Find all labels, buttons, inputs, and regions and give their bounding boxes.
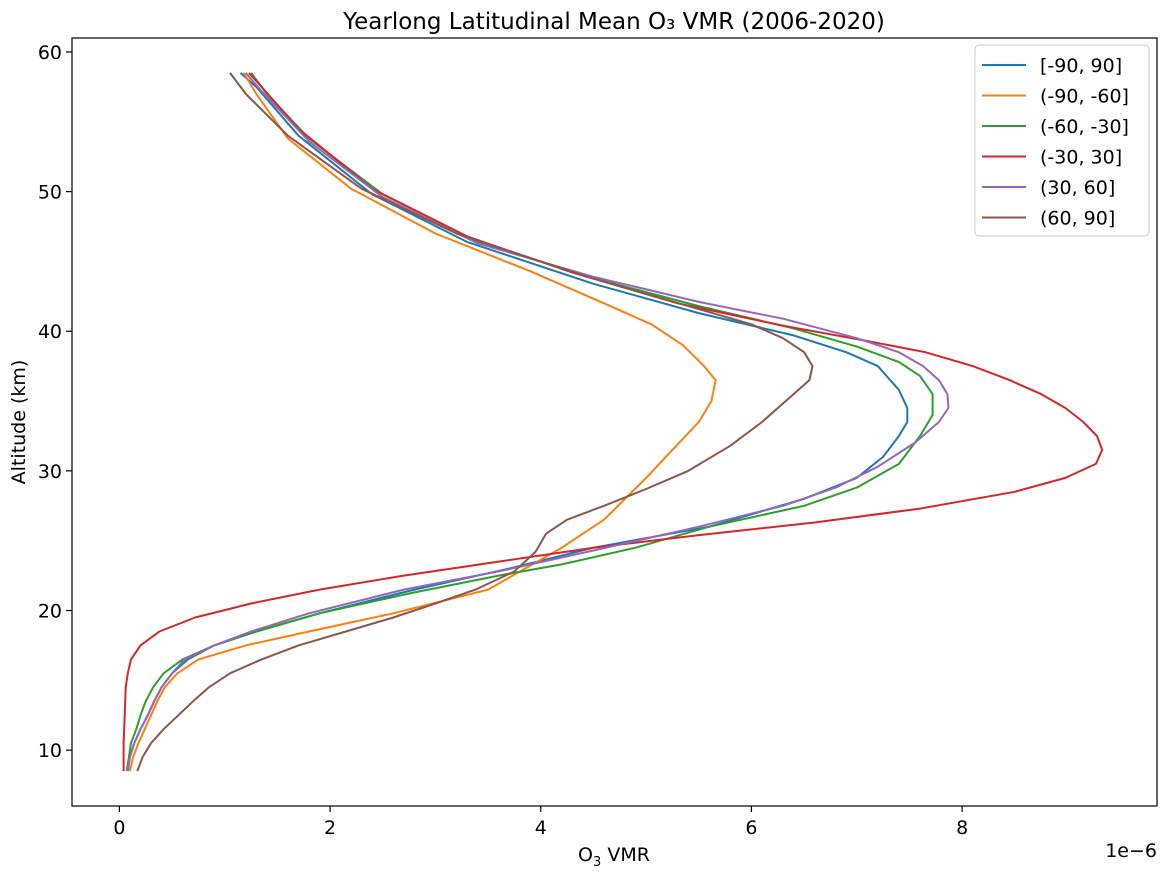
series-line-1 bbox=[128, 72, 717, 772]
series-line-5 bbox=[136, 72, 814, 772]
y-tick-label-2: 30 bbox=[38, 461, 62, 483]
legend-label-5: (60, 90] bbox=[1040, 208, 1115, 230]
legend-label-1: (-90, -60] bbox=[1040, 86, 1129, 108]
x-axis-label-rest: VMR bbox=[601, 844, 650, 866]
y-tick-label-3: 40 bbox=[38, 321, 62, 343]
y-tick-label-5: 60 bbox=[38, 42, 62, 64]
y-axis-label: Altitude (km) bbox=[8, 360, 30, 485]
x-tick-label-4: 8 bbox=[956, 817, 968, 839]
y-tick-label-1: 20 bbox=[38, 601, 62, 623]
legend-label-3: (-30, 30] bbox=[1040, 147, 1122, 169]
x-axis-label: O3 VMR bbox=[578, 844, 650, 870]
series-line-3 bbox=[122, 72, 1104, 772]
x-tick-label-3: 6 bbox=[745, 817, 757, 839]
legend-label-2: (-60, -30] bbox=[1040, 116, 1129, 138]
x-axis-offset-label: 1e−6 bbox=[1105, 840, 1157, 862]
y-tick-label-4: 50 bbox=[38, 182, 62, 204]
legend: [-90, 90] (-90, -60] (-60, -30] (-30, 30] (3… bbox=[974, 44, 1150, 237]
series-line-2 bbox=[125, 72, 934, 772]
series-line-4 bbox=[126, 72, 950, 772]
x-tick-label-1: 2 bbox=[324, 817, 336, 839]
x-axis-ticks: 0 2 4 6 8 bbox=[113, 806, 968, 839]
x-axis-label-base: O bbox=[578, 844, 593, 866]
y-tick-label-0: 10 bbox=[38, 740, 62, 762]
x-tick-label-0: 0 bbox=[113, 817, 125, 839]
legend-box bbox=[974, 44, 1150, 237]
x-tick-label-2: 4 bbox=[535, 817, 547, 839]
plot-frame bbox=[71, 37, 1158, 807]
legend-label-4: (30, 60] bbox=[1040, 177, 1115, 199]
chart-title: Yearlong Latitudinal Mean O₃ VMR (2006-2… bbox=[342, 9, 885, 35]
plot-lines bbox=[122, 72, 1104, 772]
y-axis-ticks: 10 20 30 40 50 60 bbox=[38, 42, 72, 762]
x-axis-label-subscript: 3 bbox=[593, 855, 601, 870]
legend-label-0: [-90, 90] bbox=[1040, 55, 1122, 77]
